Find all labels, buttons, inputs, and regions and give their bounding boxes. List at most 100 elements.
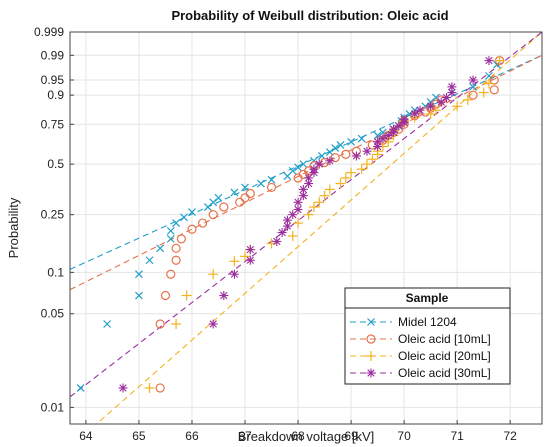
legend-marker-series-3 (366, 351, 376, 361)
data-point-series-4 (351, 151, 361, 161)
y-tick-label: 0.05 (41, 307, 65, 321)
data-point-series-4 (399, 114, 409, 124)
x-tick-label: 65 (132, 429, 146, 443)
data-point-series-1 (166, 234, 175, 243)
legend-label-series-1: Midel 1204 (398, 315, 457, 329)
x-tick-label: 64 (79, 429, 93, 443)
data-point-series-1 (294, 163, 302, 172)
data-point-series-2 (341, 149, 351, 159)
data-point-series-1 (241, 183, 249, 192)
fit-line-series-3 (95, 32, 542, 424)
data-point-series-3 (335, 178, 346, 189)
data-point-series-4 (362, 146, 372, 156)
x-tick-label: 71 (450, 429, 464, 443)
x-tick-label: 66 (185, 429, 199, 443)
data-point-series-3 (324, 184, 335, 195)
data-point-series-1 (267, 175, 276, 184)
data-point-series-2 (171, 255, 181, 265)
y-axis-label: Probability (6, 197, 21, 258)
data-point-series-1 (310, 156, 318, 165)
data-point-series-4 (436, 97, 446, 107)
data-point-series-2 (187, 224, 197, 234)
x-axis-ticks: 64 65 66 67 68 69 70 71 72 (79, 420, 517, 443)
plot-frame (69, 31, 543, 425)
data-point-series-2 (160, 290, 171, 301)
data-point-series-1 (432, 93, 440, 102)
data-point-series-3 (452, 101, 463, 112)
chart-title: Probability of Weibull distribution: Ole… (171, 8, 448, 23)
data-point-series-2 (330, 152, 340, 163)
data-point-series-3 (478, 87, 489, 98)
fit-line-series-1 (70, 54, 542, 270)
data-point-series-3 (171, 318, 182, 329)
y-tick-label: 0.999 (34, 25, 64, 39)
data-point-series-1 (347, 137, 356, 146)
legend-label-series-4: Oleic acid [30mL] (398, 366, 491, 380)
data-point-series-1 (485, 71, 493, 80)
data-point-series-3 (308, 202, 319, 213)
data-point-series-1 (331, 144, 340, 153)
data-point-series-1 (180, 213, 188, 222)
legend-marker-series-2 (366, 334, 376, 344)
data-point-series-3 (144, 382, 155, 393)
data-point-series-2 (171, 243, 181, 253)
data-point-series-4 (468, 75, 478, 85)
data-point-series-4 (219, 291, 229, 301)
data-point-series-4 (277, 228, 287, 238)
data-point-series-3 (240, 251, 251, 262)
y-tick-label: 0.75 (41, 117, 65, 131)
data-point-series-4 (410, 109, 420, 119)
data-point-series-3 (293, 218, 304, 229)
data-point-series-2 (266, 182, 277, 193)
data-point-series-2 (197, 218, 208, 228)
data-point-series-1 (357, 134, 366, 143)
data-point-series-2 (219, 202, 229, 212)
data-point-series-3 (346, 167, 357, 178)
data-point-series-3 (181, 290, 192, 301)
data-point-series-1 (188, 208, 196, 216)
data-point-series-2 (489, 75, 499, 85)
data-point-series-2 (176, 234, 186, 244)
fit-lines (70, 32, 542, 424)
data-point-series-2 (489, 85, 499, 95)
data-point-series-4 (373, 137, 383, 147)
data-point-series-4 (378, 134, 388, 144)
data-point-series-1 (172, 219, 180, 227)
fit-line-series-2 (70, 54, 542, 291)
data-point-series-3 (462, 94, 473, 105)
x-tick-label: 70 (397, 429, 411, 443)
data-point-series-4 (245, 245, 255, 255)
data-point-series-3 (229, 256, 240, 267)
data-point-series-1 (336, 141, 345, 149)
data-point-series-2 (155, 319, 165, 329)
data-point-series-4 (415, 105, 425, 115)
data-point-series-1 (135, 291, 143, 300)
data-point-series-4 (272, 236, 282, 246)
y-tick-label: 0.25 (41, 208, 65, 222)
data-point-series-3 (483, 78, 494, 89)
data-point-series-3 (367, 154, 378, 165)
y-tick-label: 0.95 (41, 73, 65, 87)
data-point-series-4 (447, 82, 457, 92)
data-point-series-4 (304, 173, 314, 183)
data-point-series-4 (394, 121, 404, 131)
data-point-series-3 (208, 269, 219, 280)
data-point-series-4 (484, 56, 494, 66)
data-point-series-1 (256, 179, 265, 188)
data-point-series-4 (118, 383, 128, 393)
x-tick-label: 72 (504, 429, 518, 443)
data-point-series-1 (378, 128, 387, 137)
legend-label-series-2: Oleic acid [10mL] (398, 332, 491, 346)
data-point-series-1 (230, 188, 239, 197)
y-tick-label: 0.5 (47, 157, 64, 171)
y-tick-label: 0.9 (47, 88, 64, 102)
data-point-series-4 (325, 156, 335, 166)
data-point-series-4 (298, 191, 308, 201)
data-point-series-1 (135, 270, 143, 279)
data-point-series-2 (319, 157, 330, 168)
data-point-series-2 (155, 383, 165, 393)
data-point-series-4 (229, 269, 239, 279)
data-point-series-3 (319, 190, 330, 201)
x-tick-label: 67 (238, 429, 252, 443)
data-point-series-1 (156, 244, 165, 253)
